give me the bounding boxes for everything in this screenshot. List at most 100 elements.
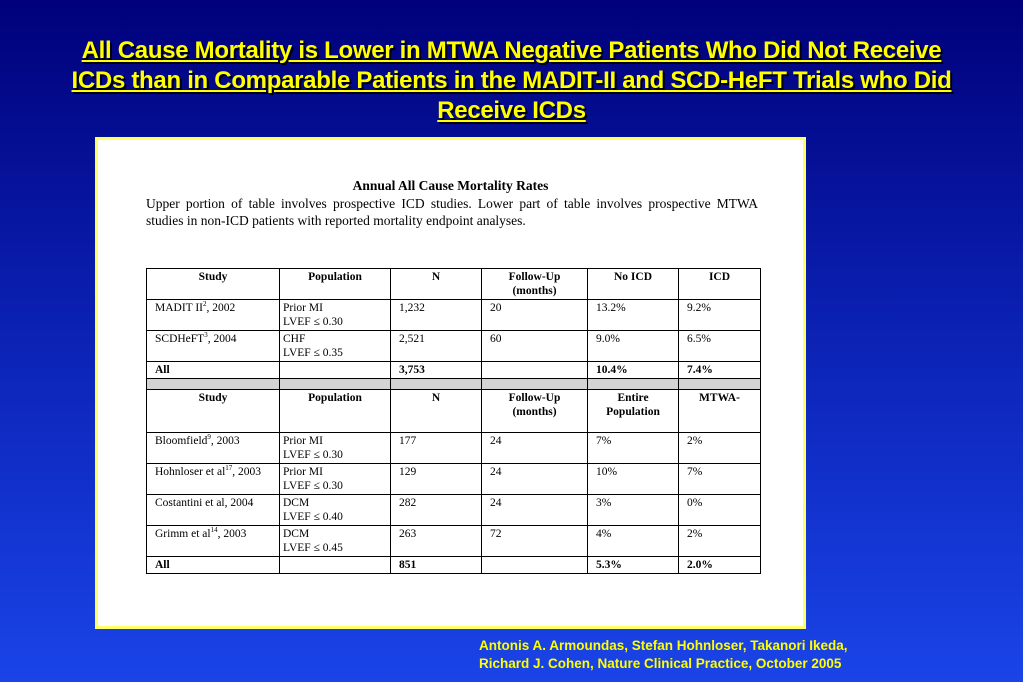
study-year: , 2003 <box>232 466 262 478</box>
separator-cell <box>678 378 761 390</box>
lower-total-row: All 851 5.3% 2.0% <box>146 556 761 574</box>
study-name: MADIT II <box>155 302 204 314</box>
slide-title: All Cause Mortality is Lower in MTWA Neg… <box>71 37 952 124</box>
value-cell-fu: 60 <box>481 330 588 362</box>
study-year: , 2003 <box>210 435 240 447</box>
empty-cell <box>481 361 588 379</box>
lower-header-cell: Study <box>146 389 280 433</box>
citation-line-2: Richard J. Cohen, Nature Clinical Practi… <box>479 656 842 671</box>
population-lvef: LVEF ≤ 0.30 <box>283 316 343 328</box>
value-cell-c5: 10% <box>587 463 679 495</box>
separator-cell <box>146 378 280 390</box>
population-lvef: LVEF ≤ 0.35 <box>283 347 343 359</box>
value-cell-c6: 2% <box>678 525 761 557</box>
value-cell-c6: 7% <box>678 463 761 495</box>
reference-number: 17 <box>225 464 233 473</box>
reference-number: 2 <box>203 300 207 309</box>
total-value-2: 7.4% <box>678 361 761 379</box>
study-cell: Hohnloser et al17, 2003 <box>146 463 280 495</box>
value-cell-n: 129 <box>390 463 482 495</box>
table-panel: Annual All Cause Mortality Rates Upper p… <box>95 137 806 629</box>
empty-cell <box>481 556 588 574</box>
population-cell: DCM LVEF ≤ 0.40 <box>279 494 391 526</box>
citation-line-1: Antonis A. Armoundas, Stefan Hohnloser, … <box>479 638 848 653</box>
study-cell: MADIT II2, 2002 <box>146 299 280 331</box>
upper-header-cell: ICD <box>678 268 761 300</box>
population-cell: DCM LVEF ≤ 0.45 <box>279 525 391 557</box>
lower-header-cell: Population <box>279 389 391 433</box>
study-year: , 2004 <box>207 333 237 345</box>
value-cell-n: 1,232 <box>390 299 482 331</box>
population-lvef: LVEF ≤ 0.40 <box>283 511 343 523</box>
value-cell-n: 2,521 <box>390 330 482 362</box>
total-n: 3,753 <box>390 361 482 379</box>
empty-cell <box>279 556 391 574</box>
total-value-1: 5.3% <box>587 556 679 574</box>
citation: Antonis A. Armoundas, Stefan Hohnloser, … <box>479 637 1019 673</box>
lower-header-cell: Entire Population <box>587 389 679 433</box>
study-year: , 2002 <box>206 302 236 314</box>
upper-header-cell: Follow-Up (months) <box>481 268 588 300</box>
population-lvef: LVEF ≤ 0.45 <box>283 542 343 554</box>
separator-cell <box>279 378 391 390</box>
study-name: Grimm et al <box>155 528 211 540</box>
lower-header-row: Study Population N Follow-Up (months) Entire… <box>146 389 761 433</box>
reference-number: 14 <box>210 526 218 535</box>
population-type: Prior MI <box>283 435 323 447</box>
population-type: CHF <box>283 333 306 345</box>
table-heading: Annual All Cause Mortality Rates <box>352 178 549 193</box>
table-row: SCDHeFT3, 2004 CHF LVEF ≤ 0.35 2,521 60 9.0% 6… <box>146 330 761 362</box>
value-cell-c5: 13.2% <box>587 299 679 331</box>
table-row: Costantini et al, 2004 DCM LVEF ≤ 0.40 282 2… <box>146 494 761 526</box>
population-type: Prior MI <box>283 302 323 314</box>
mortality-table-body: Study Population N Follow-Up (months) No ICD… <box>146 268 761 574</box>
population-cell: Prior MI LVEF ≤ 0.30 <box>279 463 391 495</box>
total-label: All <box>146 556 280 574</box>
upper-total-row: All 3,753 10.4% 7.4% <box>146 361 761 379</box>
value-cell-n: 263 <box>390 525 482 557</box>
population-cell: Prior MI LVEF ≤ 0.30 <box>279 299 391 331</box>
study-cell: Grimm et al14, 2003 <box>146 525 280 557</box>
value-cell-c5: 7% <box>587 432 679 464</box>
table-row: Grimm et al14, 2003 DCM LVEF ≤ 0.45 263 72 4%… <box>146 525 761 557</box>
value-cell-fu: 24 <box>481 432 588 464</box>
total-value-2: 2.0% <box>678 556 761 574</box>
table-row: Bloomfield9, 2003 Prior MI LVEF ≤ 0.30 177 2… <box>146 432 761 464</box>
value-cell-c5: 4% <box>587 525 679 557</box>
lower-header-cell: Follow-Up (months) <box>481 389 588 433</box>
study-cell: Bloomfield9, 2003 <box>146 432 280 464</box>
value-cell-fu: 24 <box>481 463 588 495</box>
separator-cell <box>587 378 679 390</box>
table-intro: Upper portion of table involves prospect… <box>146 196 758 228</box>
separator-cell <box>390 378 482 390</box>
value-cell-n: 282 <box>390 494 482 526</box>
value-cell-c6: 9.2% <box>678 299 761 331</box>
study-year: , 2003 <box>217 528 247 540</box>
population-type: DCM <box>283 497 310 509</box>
total-label: All <box>146 361 280 379</box>
empty-cell <box>279 361 391 379</box>
value-cell-c5: 3% <box>587 494 679 526</box>
value-cell-fu: 24 <box>481 494 588 526</box>
population-lvef: LVEF ≤ 0.30 <box>283 449 343 461</box>
study-name: Costantini et al, 2004 <box>155 497 254 509</box>
mortality-table: Study Population N Follow-Up (months) No ICD… <box>146 268 761 574</box>
upper-header-cell: No ICD <box>587 268 679 300</box>
study-name: Bloomfield <box>155 435 208 447</box>
value-cell-c6: 2% <box>678 432 761 464</box>
value-cell-c5: 9.0% <box>587 330 679 362</box>
study-name: SCDHeFT <box>155 333 205 345</box>
upper-header-cell: Study <box>146 268 280 300</box>
upper-header-row: Study Population N Follow-Up (months) No ICD… <box>146 268 761 300</box>
lower-header-cell: N <box>390 389 482 433</box>
reference-number: 9 <box>207 433 211 442</box>
population-cell: CHF LVEF ≤ 0.35 <box>279 330 391 362</box>
reference-number: 3 <box>204 331 208 340</box>
study-cell: Costantini et al, 2004 <box>146 494 280 526</box>
table-row: MADIT II2, 2002 Prior MI LVEF ≤ 0.30 1,232 2… <box>146 299 761 331</box>
total-value-1: 10.4% <box>587 361 679 379</box>
value-cell-n: 177 <box>390 432 482 464</box>
upper-header-cell: N <box>390 268 482 300</box>
study-cell: SCDHeFT3, 2004 <box>146 330 280 362</box>
population-type: DCM <box>283 528 310 540</box>
